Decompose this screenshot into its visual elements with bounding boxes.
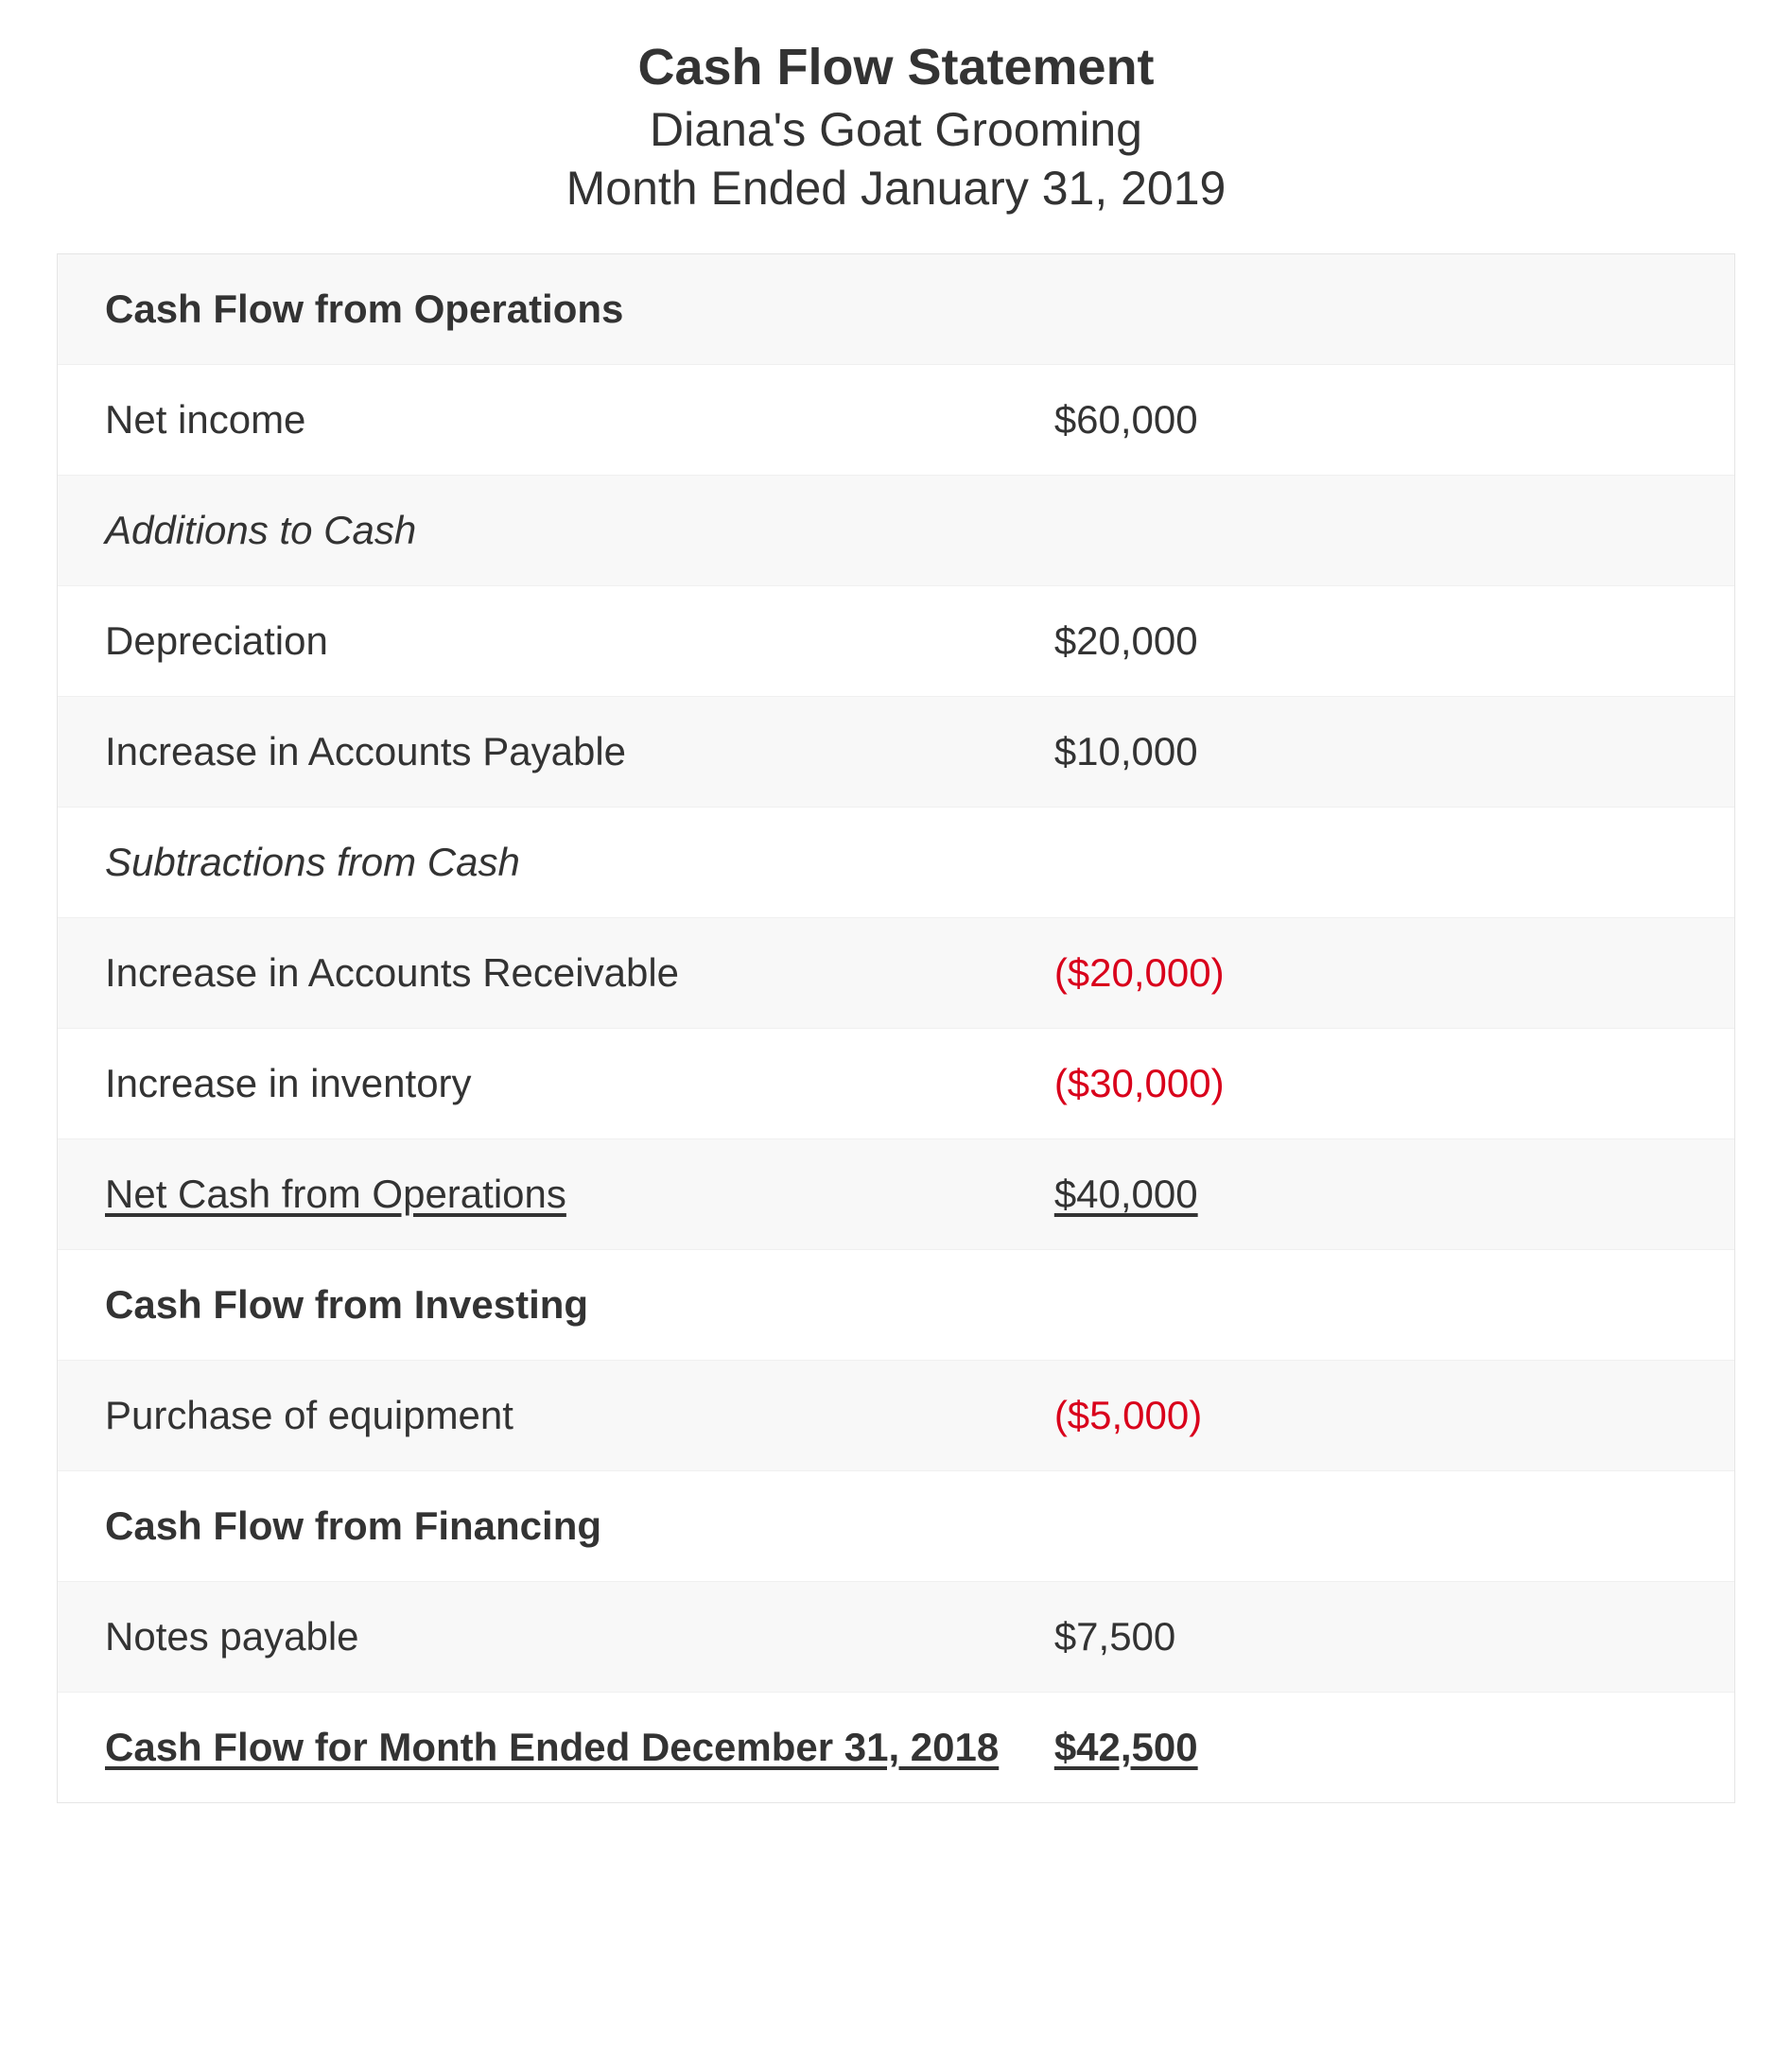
row-label: Cash Flow from Investing [105,1282,1054,1328]
table-row: Increase in Accounts Receivable($20,000) [58,918,1734,1029]
table-row: Cash Flow from Investing [58,1250,1734,1361]
cash-flow-table: Cash Flow from Operations Net income$60,0… [57,253,1735,1803]
row-label: Purchase of equipment [105,1393,1054,1438]
table-row: Increase in Accounts Payable$10,000 [58,697,1734,808]
statement-title: Cash Flow Statement [57,38,1735,96]
row-value: $20,000 [1054,618,1687,664]
row-label: Additions to Cash [105,508,1054,553]
table-row: Cash Flow from Financing [58,1471,1734,1582]
row-value: ($30,000) [1054,1061,1687,1106]
row-value: ($20,000) [1054,950,1687,996]
row-label: Increase in Accounts Receivable [105,950,1054,996]
row-value: ($5,000) [1054,1393,1687,1438]
company-name: Diana's Goat Grooming [57,102,1735,157]
table-row: Cash Flow from Operations [58,254,1734,365]
table-row: Additions to Cash [58,476,1734,586]
table-row: Notes payable$7,500 [58,1582,1734,1693]
row-value: $7,500 [1054,1614,1687,1659]
table-row: Net Cash from Operations$40,000 [58,1139,1734,1250]
row-label: Depreciation [105,618,1054,664]
row-label: Subtractions from Cash [105,840,1054,885]
table-row: Subtractions from Cash [58,808,1734,918]
table-row: Cash Flow for Month Ended December 31, 2… [58,1693,1734,1802]
table-row: Depreciation$20,000 [58,586,1734,697]
row-value: $60,000 [1054,397,1687,443]
row-label: Increase in inventory [105,1061,1054,1106]
row-value: $40,000 [1054,1172,1687,1217]
row-label: Cash Flow from Financing [105,1503,1054,1549]
row-label: Increase in Accounts Payable [105,729,1054,774]
row-label: Notes payable [105,1614,1054,1659]
row-value: $10,000 [1054,729,1687,774]
table-row: Increase in inventory($30,000) [58,1029,1734,1139]
table-row: Purchase of equipment($5,000) [58,1361,1734,1471]
row-label: Net Cash from Operations [105,1172,1054,1217]
period-label: Month Ended January 31, 2019 [57,161,1735,216]
row-value: $42,500 [1054,1725,1687,1770]
row-label: Cash Flow for Month Ended December 31, 2… [105,1725,1054,1770]
cash-flow-statement: Cash Flow Statement Diana's Goat Groomin… [0,0,1792,1879]
row-label: Cash Flow from Operations [105,287,1054,332]
row-label: Net income [105,397,1054,443]
statement-header: Cash Flow Statement Diana's Goat Groomin… [57,38,1735,216]
table-row: Net income$60,000 [58,365,1734,476]
